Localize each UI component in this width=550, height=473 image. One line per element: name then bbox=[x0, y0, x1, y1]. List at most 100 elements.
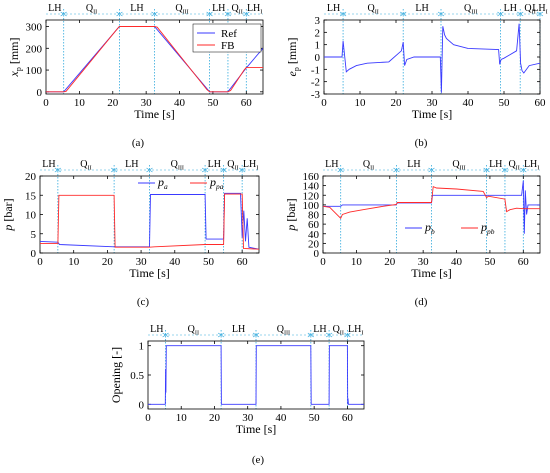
legend-entry: ppb bbox=[480, 220, 495, 236]
y-axis-label: ep [mm] bbox=[285, 38, 301, 77]
y-tick-label: 0 bbox=[314, 248, 320, 260]
x-tick-label: 0 bbox=[37, 256, 43, 268]
x-tick-label: 0 bbox=[145, 412, 151, 424]
legend-box bbox=[192, 23, 262, 53]
phase-arrowhead bbox=[224, 11, 232, 17]
y-axis-label: xp [mm] bbox=[7, 38, 23, 78]
phase-arrowhead bbox=[437, 11, 445, 17]
y-tick-label: 20 bbox=[25, 171, 37, 183]
phase-arrowhead bbox=[536, 11, 544, 17]
phase-arrowhead bbox=[393, 167, 400, 173]
phase-label: QIII bbox=[464, 3, 477, 16]
x-tick-label: 50 bbox=[499, 97, 511, 109]
x-tick-label: 50 bbox=[309, 412, 321, 424]
phase-label: LH bbox=[504, 3, 517, 14]
legend-entry: FB bbox=[221, 40, 234, 52]
x-tick-label: 40 bbox=[169, 256, 181, 268]
y-tick-label: 140 bbox=[303, 181, 320, 193]
phase-label: QII bbox=[524, 3, 535, 16]
x-tick-label: 60 bbox=[237, 256, 249, 268]
panel-label: (d) bbox=[415, 296, 428, 308]
y-tick-label: 300 bbox=[26, 22, 43, 34]
x-tick-label: 10 bbox=[355, 97, 367, 109]
x-tick-label: 40 bbox=[275, 412, 287, 424]
x-tick-label: 30 bbox=[427, 97, 439, 109]
phase-arrowhead bbox=[201, 167, 209, 173]
phase-label: LH bbox=[150, 324, 163, 335]
phase-label: LH bbox=[313, 324, 326, 335]
y-tick-label: 15 bbox=[25, 190, 37, 202]
phase-label: QII bbox=[363, 159, 374, 172]
y-tick-label: 160 bbox=[303, 171, 320, 183]
x-tick-label: 20 bbox=[391, 97, 403, 109]
y-tick-label: 0 bbox=[139, 399, 145, 411]
x-axis-label: Time [s] bbox=[412, 107, 453, 121]
y-axis-label: p [bar] bbox=[284, 198, 298, 231]
x-tick-label: 10 bbox=[351, 256, 363, 268]
phase-label: LHI bbox=[524, 159, 539, 172]
y-tick-label: 0 bbox=[37, 87, 43, 99]
phase-label: QIII bbox=[452, 159, 465, 172]
x-tick-label: 40 bbox=[174, 97, 186, 109]
phase-label: LH bbox=[407, 159, 420, 170]
y-tick-label: 0.5 bbox=[130, 370, 144, 382]
x-tick-label: 20 bbox=[102, 256, 114, 268]
phase-label: LH bbox=[48, 3, 61, 14]
x-tick-label: 0 bbox=[320, 256, 326, 268]
axes-frame bbox=[45, 19, 264, 95]
x-axis-label: Time [s] bbox=[236, 422, 277, 436]
x-axis-label: Time [s] bbox=[129, 266, 170, 280]
phase-arrowhead bbox=[110, 167, 118, 173]
y-tick-label: -3 bbox=[311, 89, 321, 101]
x-tick-label: 0 bbox=[43, 97, 49, 109]
y-tick-label: 3 bbox=[315, 15, 321, 27]
legend-entry: ppa bbox=[209, 175, 224, 191]
x-tick-label: 30 bbox=[136, 256, 148, 268]
chart-a: LH QII LH QIII LH QII LHI 0 10 20 30 40 50 60 0 100 200 3… bbox=[7, 3, 264, 149]
phase-arrowhead bbox=[344, 332, 351, 338]
phase-arrowhead bbox=[428, 167, 435, 173]
x-tick-label: 50 bbox=[484, 256, 496, 268]
x-axis-label: Time [s] bbox=[411, 266, 452, 280]
phase-label: LH bbox=[42, 159, 55, 170]
y-tick-label: 80 bbox=[308, 210, 320, 222]
y-tick-label: 60 bbox=[308, 219, 320, 231]
x-axis-label: Time [s] bbox=[134, 107, 175, 121]
phase-arrowhead bbox=[520, 167, 527, 173]
phase-arrowhead bbox=[206, 11, 213, 17]
x-tick-label: 10 bbox=[176, 412, 188, 424]
x-tick-label: 20 bbox=[107, 97, 119, 109]
x-tick-label: 50 bbox=[207, 97, 219, 109]
phase-label: LHI bbox=[348, 324, 363, 337]
phase-label: LH bbox=[125, 159, 138, 170]
phase-arrowhead bbox=[517, 11, 524, 17]
panel-label: (b) bbox=[415, 137, 428, 149]
phase-label: QIII bbox=[175, 3, 188, 16]
phase-arrowhead bbox=[501, 167, 509, 173]
y-tick-label: 5 bbox=[31, 229, 37, 241]
phase-arrowhead bbox=[116, 11, 123, 17]
y-tick-label: 2 bbox=[315, 27, 321, 39]
panel-label: (c) bbox=[137, 296, 150, 308]
y-tick-label: 1 bbox=[315, 40, 321, 52]
y-tick-label: 40 bbox=[308, 229, 320, 241]
phase-label: QII bbox=[367, 3, 378, 16]
phase-arrowhead bbox=[325, 332, 333, 338]
phase-arrowhead bbox=[162, 332, 169, 338]
y-axis-label: p [bar] bbox=[1, 198, 15, 231]
phase-label: QII bbox=[80, 159, 91, 172]
series-line bbox=[40, 193, 259, 250]
y-tick-label: 200 bbox=[26, 43, 43, 55]
x-tick-label: 40 bbox=[463, 97, 475, 109]
y-tick-label: -2 bbox=[311, 77, 320, 89]
phase-arrowhead bbox=[60, 11, 67, 17]
phase-label: LH bbox=[325, 159, 338, 170]
phase-arrowhead bbox=[151, 11, 158, 17]
phase-label: QII bbox=[86, 3, 97, 16]
phase-arrowhead bbox=[217, 332, 225, 338]
phase-arrowhead bbox=[483, 167, 490, 173]
phase-label: LHI bbox=[247, 3, 262, 16]
x-tick-label: 30 bbox=[141, 97, 153, 109]
